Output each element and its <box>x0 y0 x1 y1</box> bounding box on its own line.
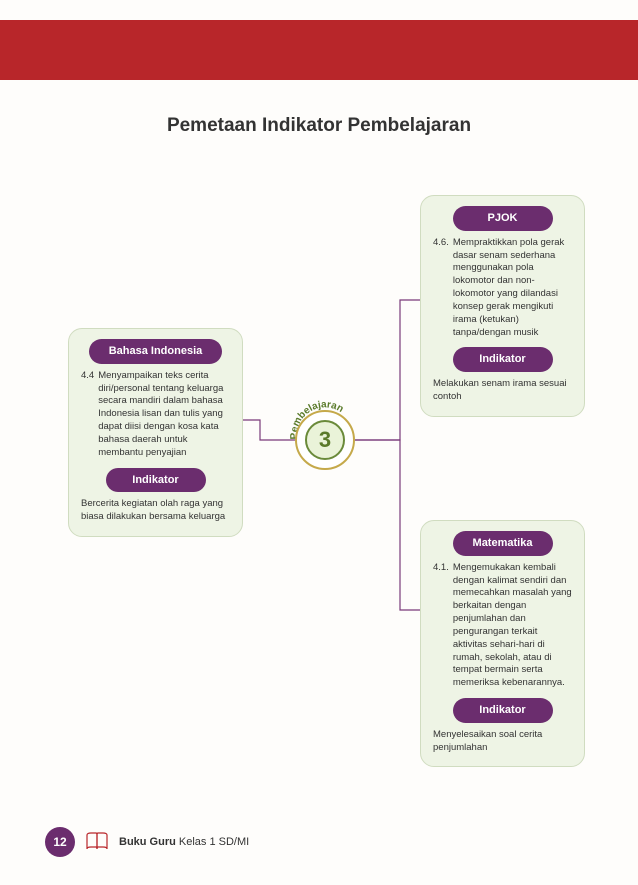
competency-number: 4.6. <box>433 237 449 340</box>
center-badge: 3 <box>295 410 355 470</box>
footer-text-bold: Buku Guru <box>119 836 176 848</box>
card-body: 4.4 Menyampaikan teks cerita diri/person… <box>81 370 230 460</box>
competency-number: 4.1. <box>433 562 449 690</box>
indicator-pill: Indikator <box>453 347 553 372</box>
competency-text: Mempraktikkan pola gerak dasar senam sed… <box>453 237 572 340</box>
page: Pemetaan Indikator Pembelajaran Bahasa I… <box>0 0 638 885</box>
footer: 12 Buku Guru Kelas 1 SD/MI <box>45 827 249 857</box>
card-header-pill: PJOK <box>453 206 553 231</box>
competency-number: 4.4 <box>81 370 94 460</box>
card-bahasa-indonesia: Bahasa Indonesia 4.4 Menyampaikan teks c… <box>68 328 243 537</box>
card-body: 4.1. Mengemukakan kembali dengan kalimat… <box>433 562 572 690</box>
indicator-text: Bercerita kegiatan olah raga yang biasa … <box>81 498 230 524</box>
footer-text: Buku Guru Kelas 1 SD/MI <box>119 836 249 848</box>
competency-text: Menyampaikan teks cerita diri/personal t… <box>98 370 230 460</box>
indicator-pill: Indikator <box>453 698 553 723</box>
card-matematika: Matematika 4.1. Mengemukakan kembali den… <box>420 520 585 767</box>
indicator-text: Melakukan senam irama sesuai contoh <box>433 378 572 404</box>
competency-text: Mengemukakan kembali dengan kalimat send… <box>453 562 572 690</box>
page-number: 12 <box>45 827 75 857</box>
page-title: Pemetaan Indikator Pembelajaran <box>0 115 638 137</box>
center-number: 3 <box>305 420 345 460</box>
card-header-pill: Bahasa Indonesia <box>89 339 223 364</box>
book-icon <box>85 832 109 852</box>
card-body: 4.6. Mempraktikkan pola gerak dasar sena… <box>433 237 572 340</box>
card-pjok: PJOK 4.6. Mempraktikkan pola gerak dasar… <box>420 195 585 417</box>
footer-text-rest: Kelas 1 SD/MI <box>176 836 249 848</box>
indicator-text: Menyelesaikan soal cerita penjumlahan <box>433 729 572 755</box>
card-header-pill: Matematika <box>453 531 553 556</box>
indicator-pill: Indikator <box>106 468 206 493</box>
header-bar <box>0 20 638 80</box>
